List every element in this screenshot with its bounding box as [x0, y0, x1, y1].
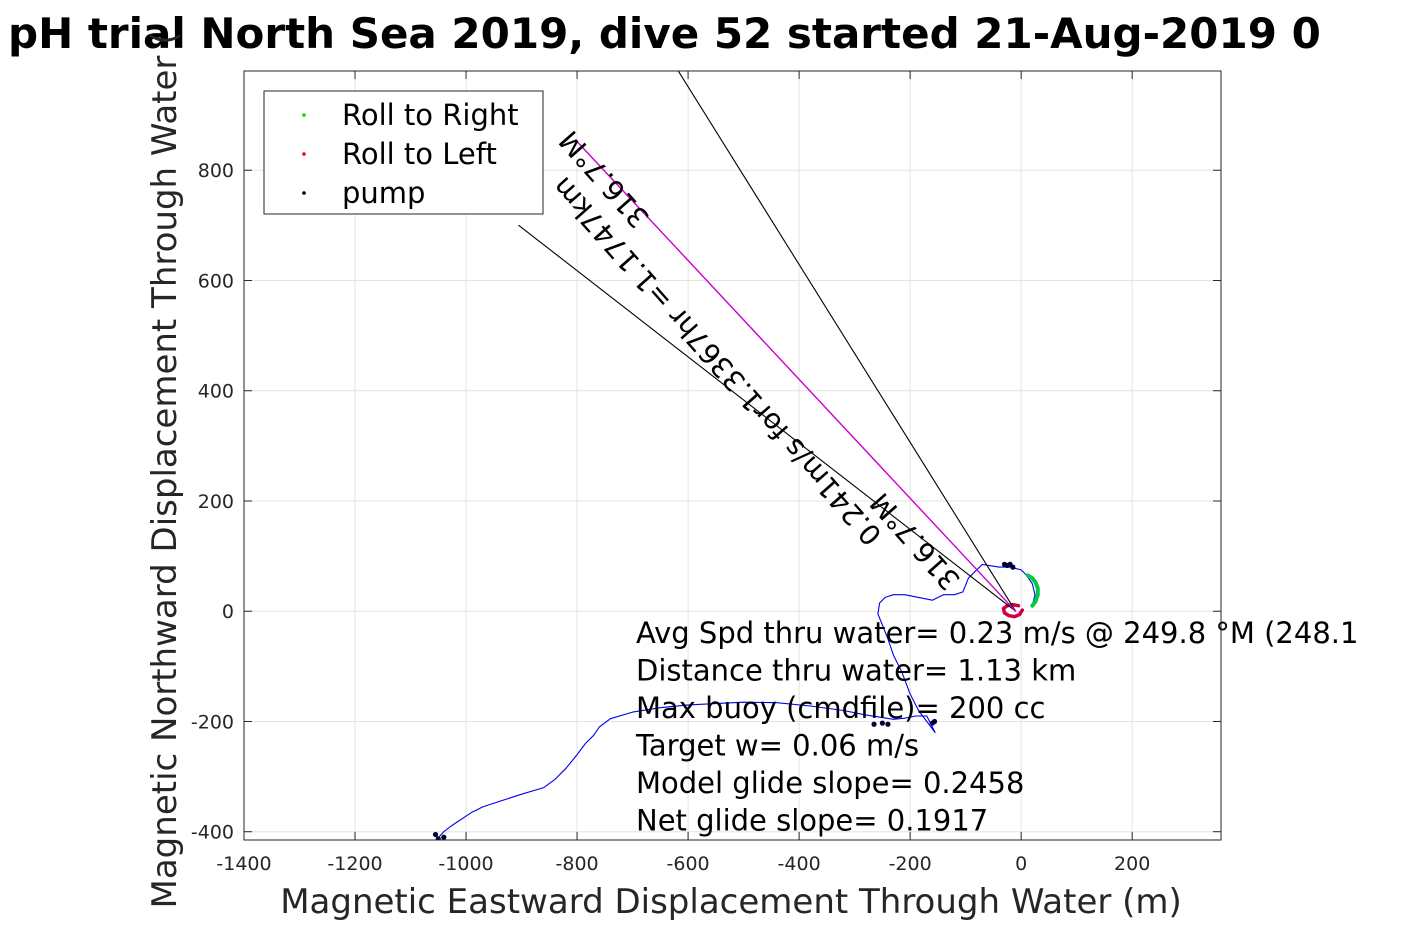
current-vector-line	[518, 224, 1017, 612]
pump-point	[871, 721, 877, 727]
legend-label: pump	[342, 176, 425, 210]
pump-point	[441, 834, 447, 840]
x-axis-label: Magnetic Eastward Displacement Through W…	[280, 882, 1182, 922]
summary-line: Net glide slope= 0.1917	[636, 804, 988, 838]
pump-point	[432, 831, 439, 838]
summary-line: Avg Spd thru water= 0.23 m/s @ 249.8 °M …	[636, 616, 1358, 650]
model-heading-line	[576, 140, 1017, 612]
pump-point	[879, 720, 885, 726]
roll-left-points	[1001, 602, 1025, 619]
x-tick-label: -400	[778, 853, 821, 875]
legend-marker	[302, 191, 306, 195]
summary-line: Model glide slope= 0.2458	[636, 766, 1024, 800]
x-tick-label: -800	[556, 853, 599, 875]
summary-line: Max buoy (cmdfile)= 200 cc	[636, 691, 1045, 725]
y-tick-label: 800	[198, 160, 234, 182]
x-tick-label: -200	[889, 853, 932, 875]
pump-point	[885, 721, 891, 727]
legend-marker	[302, 152, 306, 156]
pump-point	[1010, 564, 1016, 570]
summary-text: Avg Spd thru water= 0.23 m/s @ 249.8 °M …	[635, 616, 1358, 838]
legend-label: Roll to Left	[342, 137, 497, 171]
plot-area: 0.241m/s for1.3367hr =1.1747km316.7°M316…	[191, 70, 1222, 875]
summary-line: Distance thru water= 1.13 km	[636, 654, 1076, 688]
plot-frame	[243, 70, 1222, 841]
axis-ticks: -1400 -1200 -1000 -800 -600 -400 -200 0 200 -400 -…	[191, 71, 1221, 875]
y-tick-label: 0	[222, 601, 234, 623]
current-vector-line	[677, 71, 1017, 612]
chart-marks	[432, 71, 1040, 840]
x-tick-label: -1000	[438, 853, 493, 875]
legend-label: Roll to Right	[342, 98, 519, 132]
y-tick-label: 600	[198, 270, 234, 292]
x-tick-label: -600	[667, 853, 710, 875]
y-tick-label: -400	[191, 822, 234, 844]
legend-box	[263, 90, 544, 215]
x-tick-label: 200	[1114, 853, 1150, 875]
legend: Roll to Right Roll to Left pump	[263, 90, 544, 215]
y-axis-label: Magnetic Northward Displacement Through …	[145, 32, 185, 909]
y-tick-label: 200	[198, 491, 234, 513]
track-line	[436, 563, 1036, 840]
chart-title: pH trial North Sea 2019, dive 52 started…	[8, 9, 1321, 58]
pump-point	[435, 836, 441, 840]
summary-line: Target w= 0.06 m/s	[635, 729, 919, 763]
y-tick-label: -200	[191, 711, 234, 733]
roll-right-points	[1025, 573, 1040, 608]
pump-point	[931, 718, 938, 725]
x-tick-label: -1200	[327, 853, 382, 875]
x-tick-label: 0	[1015, 853, 1027, 875]
y-tick-label: 400	[198, 381, 234, 403]
legend-marker	[302, 113, 306, 117]
x-tick-label: -1400	[216, 853, 271, 875]
